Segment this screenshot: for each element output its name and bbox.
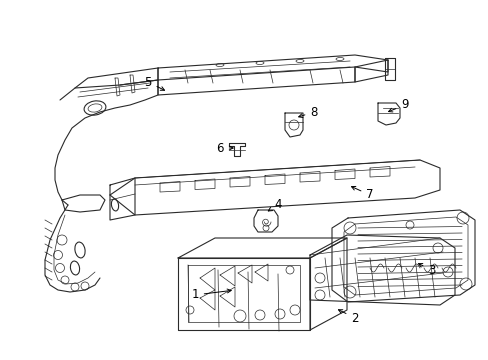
Text: 5: 5 [144,76,164,90]
Text: 4: 4 [268,198,281,211]
Text: 2: 2 [338,310,358,324]
Text: 8: 8 [298,105,317,118]
Text: 6: 6 [216,141,233,154]
Text: 7: 7 [351,186,373,202]
Text: 3: 3 [418,264,435,276]
Text: 1: 1 [191,288,231,302]
Text: 9: 9 [388,99,408,112]
